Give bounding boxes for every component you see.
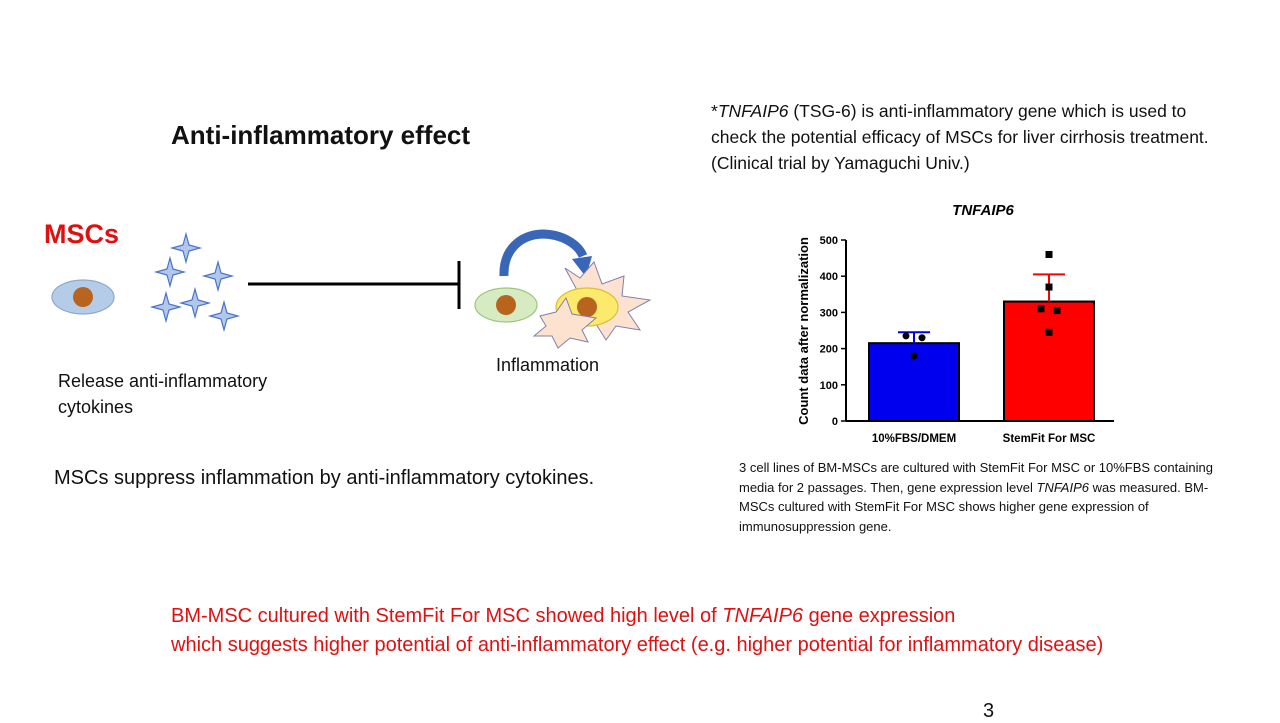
cytokine-stars-icon <box>149 231 241 333</box>
chart-data-point <box>1045 283 1053 291</box>
chart-y-tick-label: 100 <box>820 380 838 392</box>
chart-y-tick-label: 200 <box>820 344 838 356</box>
chart-data-point <box>1053 307 1061 315</box>
suppression-statement: MSCs suppress inflammation by anti-infla… <box>54 467 595 489</box>
chart-y-tick-label: 500 <box>820 235 838 247</box>
chart-data-point <box>1037 305 1045 313</box>
note-gene: TNFAIP6 <box>717 101 789 121</box>
chart-y-tick-label: 300 <box>820 307 838 319</box>
chart-y-tick-label: 0 <box>832 416 838 428</box>
chart-category-label: 10%FBS/DMEM <box>872 433 956 445</box>
chart-y-axis-label: Count data after normalization <box>796 237 811 425</box>
chart-data-point <box>910 352 918 360</box>
chart-data-point <box>1045 250 1053 258</box>
caption-part1: 3 cell lines of BM-MSCs are cultured wit… <box>739 460 1213 495</box>
chart-caption: 3 cell lines of BM-MSCs are cultured wit… <box>739 458 1229 536</box>
chart-data-point <box>1045 328 1053 336</box>
mscs-label: MSCs <box>44 219 120 249</box>
page-number: 3 <box>983 700 995 722</box>
note-rest: (TSG-6) is anti-inflammatory gene which … <box>711 101 1209 173</box>
conclusion-line1-suffix: gene expression <box>803 605 956 627</box>
chart-title: TNFAIP6 <box>952 202 1014 219</box>
tnfaip6-note: *TNFAIP6 (TSG-6) is anti-inflammatory ge… <box>711 98 1231 176</box>
caption-part2: was measured. BM-MSCs cultured with Stem… <box>739 479 1209 534</box>
conclusion-gene: TNFAIP6 <box>722 605 804 627</box>
release-cytokines-text: Release anti-inflammatory cytokines <box>58 371 268 417</box>
inhibition-arrow-icon <box>248 261 461 309</box>
conclusion-line1-prefix: BM-MSC cultured with StemFit For MSC sho… <box>171 605 723 627</box>
conclusion-line-1: BM-MSC cultured with StemFit For MSC sho… <box>171 602 1103 631</box>
slide-title: Anti-inflammatory effect <box>171 120 471 150</box>
caption-gene: TNFAIP6 <box>1036 479 1090 495</box>
inflammation-label: Inflammation <box>496 355 600 375</box>
chart-data-point <box>902 332 910 340</box>
conclusion-line-2: which suggests higher potential of anti-… <box>171 634 1104 656</box>
curved-arrow-icon <box>499 229 592 277</box>
chart-category-label: StemFit For MSC <box>1003 433 1096 445</box>
chart-data-point <box>918 334 926 342</box>
conclusion-text: BM-MSC cultured with StemFit For MSC sho… <box>171 602 1103 660</box>
note-prefix: * <box>711 101 718 121</box>
mechanism-diagram <box>51 229 652 349</box>
chart-plot-area: 0 100 200 300 400 500 10%FBS/DMEM StemFit For M… <box>820 235 1114 445</box>
msc-cell-icon <box>51 279 115 315</box>
inflamed-cells-icon <box>474 261 652 349</box>
chart-bar <box>1003 300 1095 422</box>
tnfaip6-bar-chart: TNFAIP6 Count data after normalization 0… <box>796 202 1114 445</box>
chart-y-tick-label: 400 <box>820 271 838 283</box>
